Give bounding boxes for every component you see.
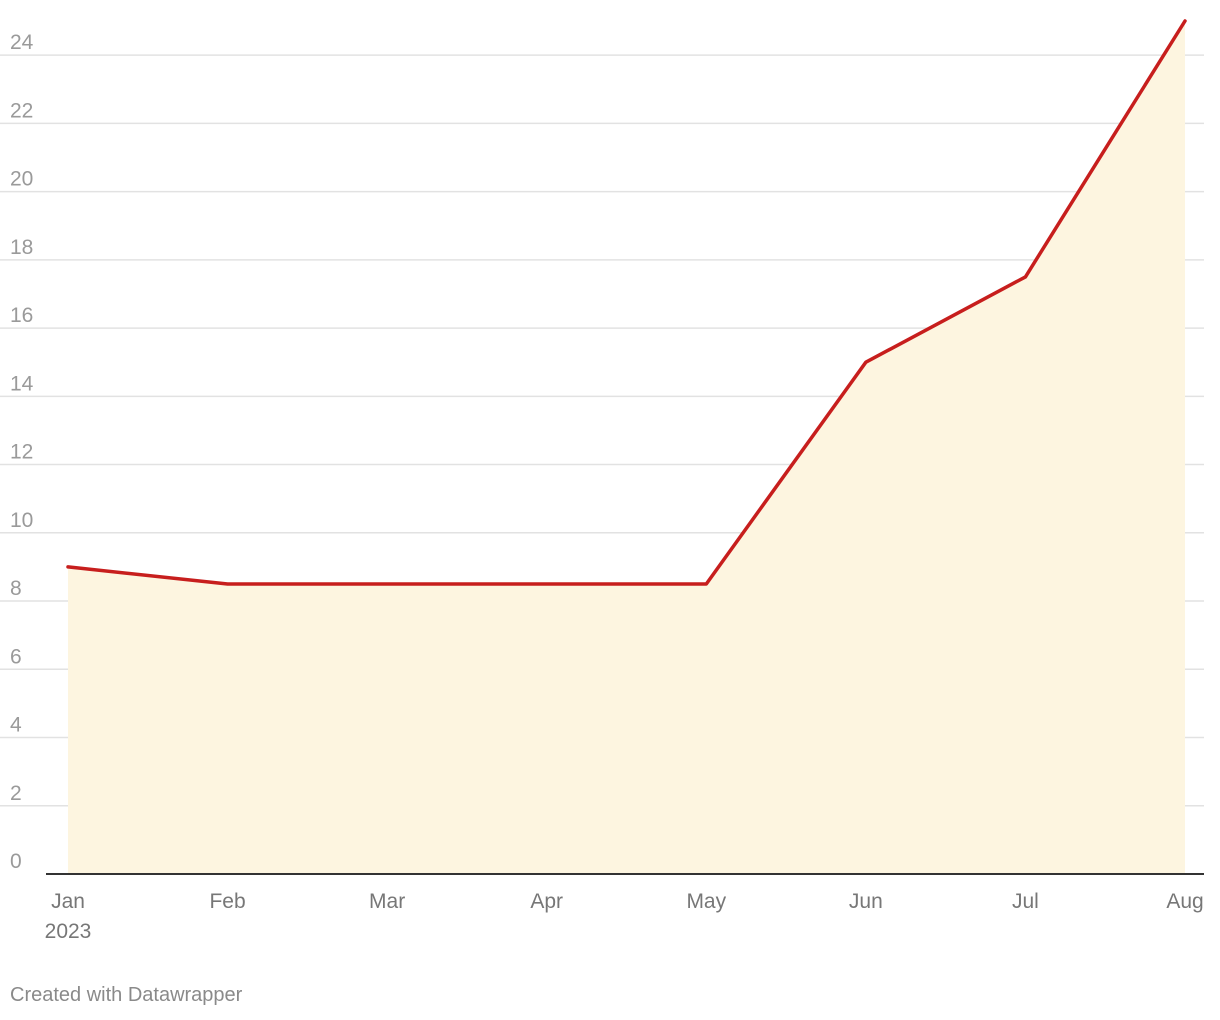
credit-text: Created with Datawrapper xyxy=(10,984,243,1006)
y-tick-label: 20 xyxy=(10,168,33,191)
x-tick-label: May xyxy=(686,890,726,913)
y-tick-label: 12 xyxy=(10,441,33,464)
y-tick-label: 6 xyxy=(10,645,22,668)
series-line xyxy=(66,19,1187,586)
x-tick-label: Jul xyxy=(1012,890,1039,913)
x-year-label: 2023 xyxy=(45,920,92,943)
x-tick-label: Apr xyxy=(530,890,563,913)
area-fill-layer xyxy=(68,21,1185,874)
y-tick-label: 2 xyxy=(10,782,22,805)
y-tick-label: 10 xyxy=(10,509,33,532)
y-tick-label: 22 xyxy=(10,99,33,122)
x-tick-label: Aug xyxy=(1166,890,1203,913)
x-tick-label: Jan xyxy=(51,890,85,913)
y-tick-label: 4 xyxy=(10,714,22,737)
y-tick-label: 0 xyxy=(10,850,22,873)
y-tick-label: 18 xyxy=(10,236,33,259)
y-tick-label: 8 xyxy=(10,577,22,600)
y-tick-label: 16 xyxy=(10,304,33,327)
area-fill xyxy=(68,21,1185,874)
y-tick-label: 24 xyxy=(10,31,34,54)
x-tick-label: Feb xyxy=(209,890,245,913)
x-tick-label: Mar xyxy=(369,890,405,913)
y-tick-label: 14 xyxy=(10,372,34,395)
series-line-layer xyxy=(66,19,1187,586)
x-tick-label: Jun xyxy=(849,890,883,913)
